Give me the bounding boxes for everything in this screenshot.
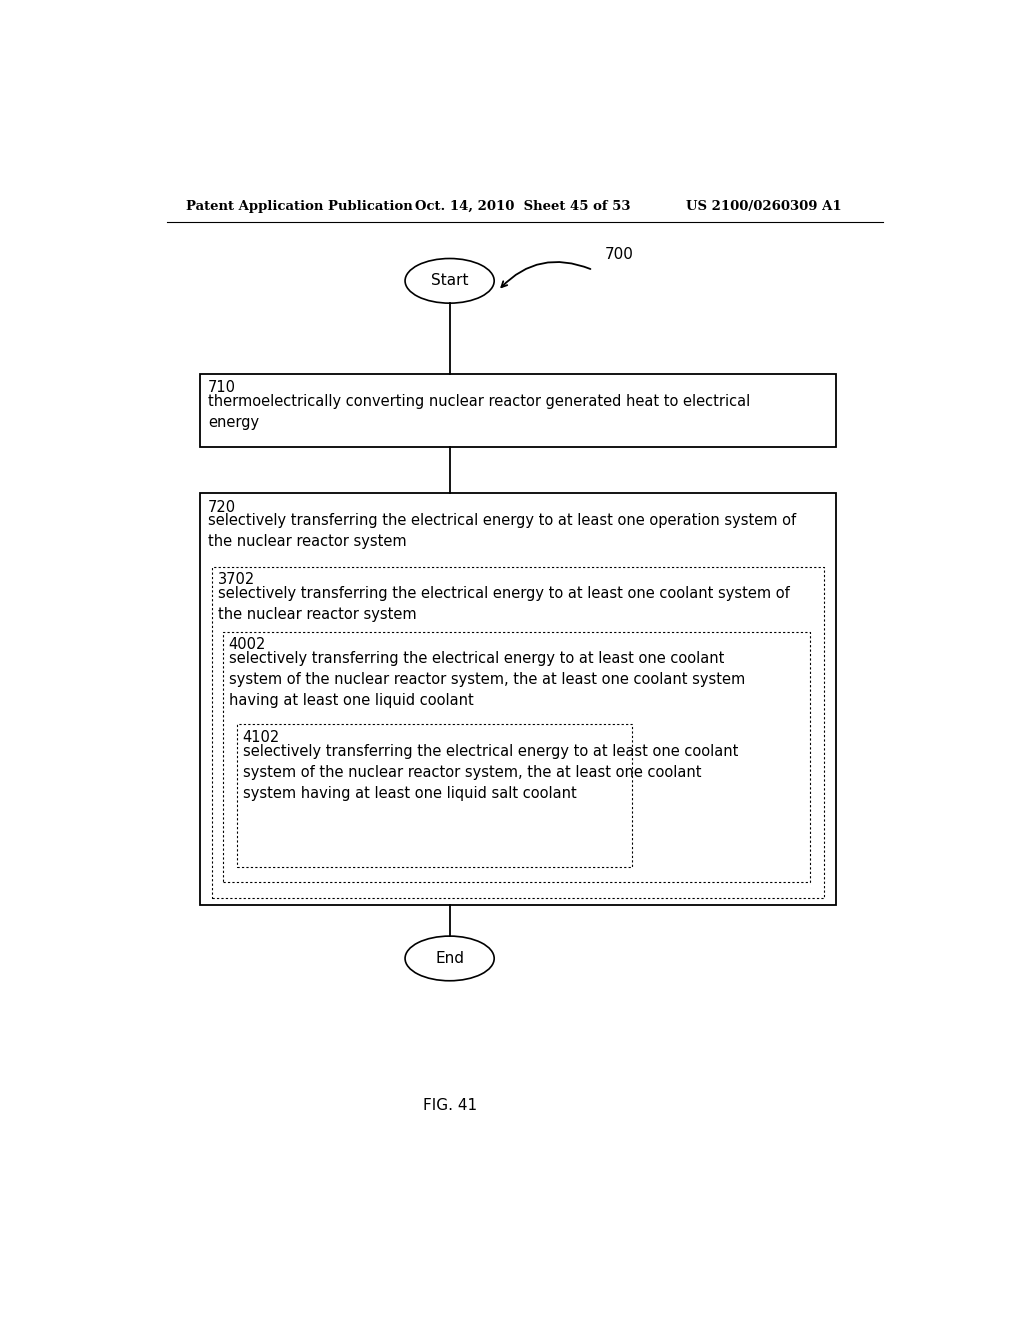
Text: Patent Application Publication: Patent Application Publication xyxy=(186,199,413,213)
Text: Oct. 14, 2010  Sheet 45 of 53: Oct. 14, 2010 Sheet 45 of 53 xyxy=(415,199,630,213)
Bar xyxy=(222,632,810,882)
Text: Start: Start xyxy=(431,273,468,288)
Text: 4002: 4002 xyxy=(228,638,266,652)
Text: 3702: 3702 xyxy=(218,572,255,587)
Text: selectively transferring the electrical energy to at least one coolant
system of: selectively transferring the electrical … xyxy=(228,651,745,709)
Text: End: End xyxy=(435,950,464,966)
Text: selectively transferring the electrical energy to at least one coolant system of: selectively transferring the electrical … xyxy=(218,586,790,622)
Text: 720: 720 xyxy=(208,499,236,515)
Text: 700: 700 xyxy=(604,247,634,261)
Text: selectively transferring the electrical energy to at least one operation system : selectively transferring the electrical … xyxy=(208,513,796,549)
Bar xyxy=(200,374,836,447)
Text: FIG. 41: FIG. 41 xyxy=(423,1098,477,1113)
Text: 710: 710 xyxy=(208,380,236,395)
Text: US 2100/0260309 A1: US 2100/0260309 A1 xyxy=(686,199,842,213)
Bar xyxy=(237,725,632,867)
Bar xyxy=(200,494,836,906)
Text: 4102: 4102 xyxy=(243,730,280,744)
Bar xyxy=(212,566,824,898)
Text: selectively transferring the electrical energy to at least one coolant
system of: selectively transferring the electrical … xyxy=(243,743,738,801)
Text: thermoelectrically converting nuclear reactor generated heat to electrical
energ: thermoelectrically converting nuclear re… xyxy=(208,395,750,430)
